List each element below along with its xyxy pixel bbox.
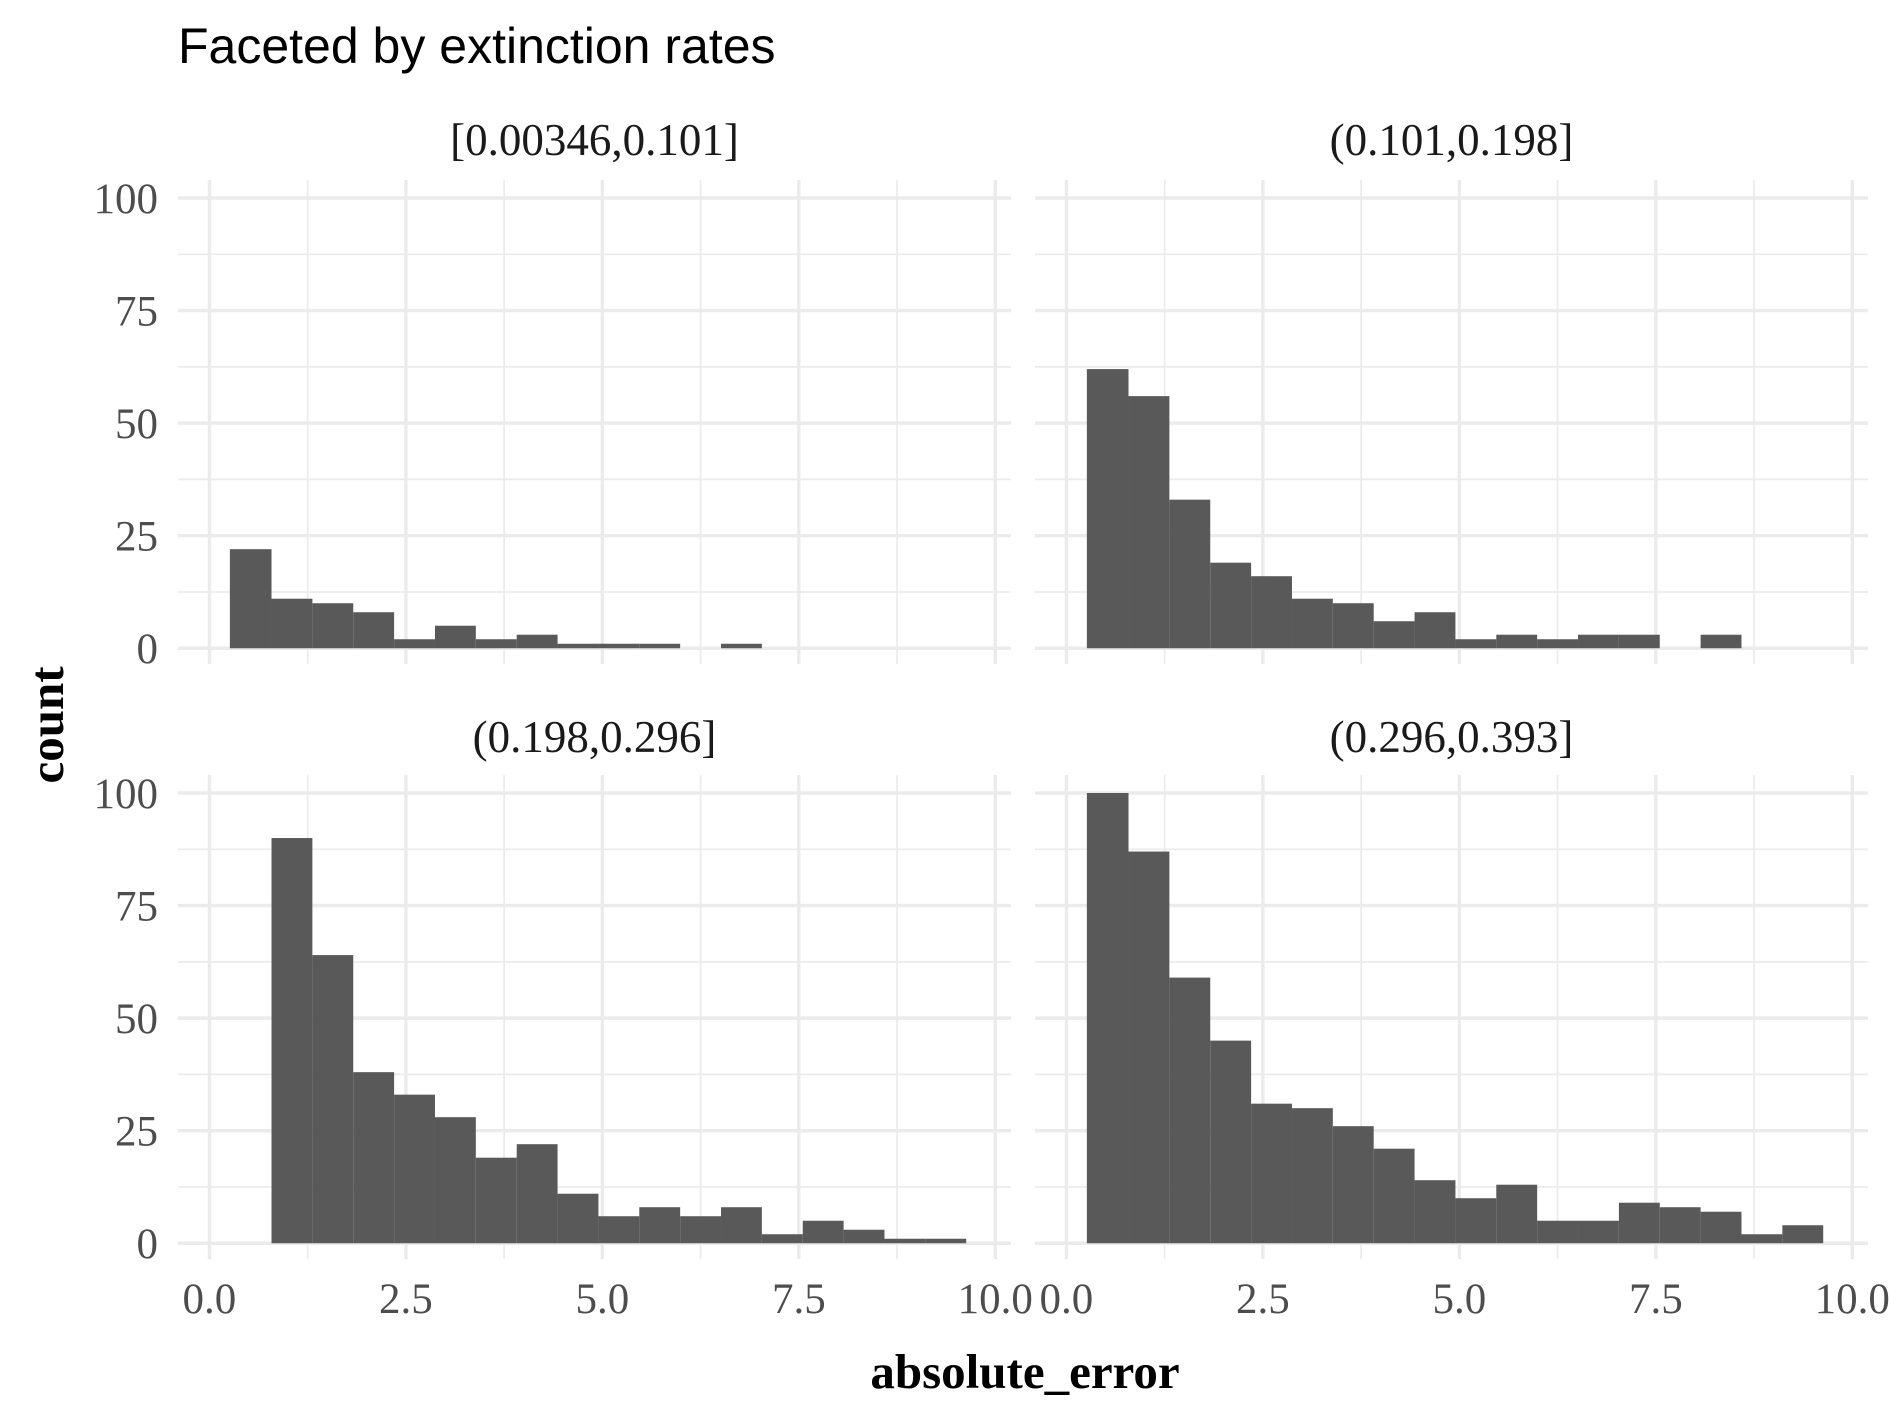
histogram-bar <box>1086 369 1129 649</box>
histogram-bar <box>1332 603 1374 649</box>
histogram-bar <box>1251 1103 1292 1244</box>
histogram-bar <box>1578 634 1619 649</box>
x-axis-title: absolute_error <box>870 1344 1179 1399</box>
histogram-bar <box>1700 634 1742 649</box>
y-axis-title: count <box>19 666 74 784</box>
histogram-bar <box>1128 396 1170 649</box>
facet-panel: [0.00346,0.101] 0 25 50 75 100 <box>94 115 1011 673</box>
y-tick-label: 75 <box>115 289 158 336</box>
histogram-bar <box>475 639 517 649</box>
histogram-bar <box>1782 1225 1824 1244</box>
histogram-bar <box>434 1117 476 1244</box>
x-tick-label: 7.5 <box>772 1276 826 1323</box>
histogram-bar <box>843 1229 885 1244</box>
histogram-bar <box>1496 1184 1538 1244</box>
histogram-bar <box>1414 1180 1456 1244</box>
histogram-bar <box>353 1072 395 1244</box>
histogram-bar <box>353 612 395 649</box>
x-tick-label: 10.0 <box>958 1276 1033 1323</box>
histogram-bar <box>639 1207 681 1244</box>
histogram-bar <box>271 838 313 1244</box>
y-tick-label: 75 <box>115 884 158 931</box>
histogram-bar <box>312 603 354 649</box>
histogram-bar <box>1618 1202 1660 1244</box>
histogram-bar <box>1251 576 1292 649</box>
facet-panels: [0.00346,0.101] 0 25 50 75 100 (0.101,0.198] (0… <box>94 115 1889 1323</box>
facet-strip-label: (0.296,0.393] <box>1330 712 1574 762</box>
histogram-bar <box>394 1094 435 1244</box>
x-tick-label: 2.5 <box>1236 1276 1290 1323</box>
histogram-bar <box>1455 1198 1497 1244</box>
histogram-bar <box>1537 639 1579 649</box>
histogram-bar <box>1414 612 1456 649</box>
histogram-bar <box>1373 621 1415 649</box>
histogram-bar <box>1210 562 1252 649</box>
histogram-bar <box>1455 639 1497 649</box>
histogram-bar <box>1291 598 1333 649</box>
facet-strip-label: (0.101,0.198] <box>1330 115 1574 165</box>
histogram-bar <box>1537 1220 1579 1244</box>
histogram-bar <box>1373 1148 1415 1244</box>
histogram-bar <box>475 1157 517 1244</box>
histogram-bar <box>1700 1211 1742 1244</box>
x-tick-label: 7.5 <box>1629 1276 1683 1323</box>
histogram-bar <box>598 643 640 649</box>
histogram-bar <box>1210 1040 1252 1244</box>
x-tick-label: 10.0 <box>1815 1276 1889 1323</box>
histogram-bar <box>312 955 354 1244</box>
y-tick-label: 25 <box>115 1109 158 1156</box>
x-tick-label: 5.0 <box>575 1276 629 1323</box>
histogram-bar <box>557 643 599 649</box>
y-tick-label: 25 <box>115 514 158 561</box>
chart-title: Faceted by extinction rates <box>178 18 776 74</box>
histogram-bar <box>516 1144 558 1244</box>
histogram-bar <box>884 1238 926 1244</box>
y-tick-label: 50 <box>115 401 158 448</box>
histogram-bar <box>1659 1207 1701 1244</box>
histogram-bar <box>434 625 476 649</box>
histogram-bar <box>516 634 558 649</box>
histogram-bar <box>1128 851 1170 1244</box>
x-tick-label: 2.5 <box>379 1276 433 1323</box>
y-tick-label: 50 <box>115 996 158 1043</box>
histogram-bar <box>721 1207 762 1244</box>
histogram-bar <box>1578 1220 1619 1244</box>
facet-panel: (0.101,0.198] <box>1035 115 1868 664</box>
histogram-bar <box>639 643 681 649</box>
x-tick-label: 5.0 <box>1432 1276 1486 1323</box>
histogram-bar <box>1291 1108 1333 1244</box>
histogram-bar <box>1086 793 1129 1244</box>
histogram-bar <box>1741 1234 1783 1244</box>
y-tick-label: 100 <box>94 771 159 818</box>
histogram-bar <box>271 598 313 649</box>
histogram-bar <box>802 1220 844 1244</box>
x-tick-label: 0.0 <box>1040 1276 1094 1323</box>
histogram-bar <box>761 1234 803 1244</box>
histogram-bar <box>557 1193 599 1244</box>
y-tick-label: 100 <box>94 176 159 223</box>
histogram-bar <box>680 1216 722 1244</box>
y-tick-label: 0 <box>137 1221 159 1268</box>
facet-strip-label: [0.00346,0.101] <box>450 115 739 165</box>
facet-strip-label: (0.198,0.296] <box>473 712 717 762</box>
histogram-bar <box>1618 634 1660 649</box>
histogram-bar <box>925 1238 967 1244</box>
histogram-bar <box>394 639 435 649</box>
facet-panel: (0.198,0.296] 0 25 50 75 100 0.0 2.5 5.0 7.5 10.0 <box>94 712 1033 1323</box>
histogram-bar <box>1496 634 1538 649</box>
histogram-bar <box>598 1216 640 1244</box>
facet-panel: (0.296,0.393] 0.0 2.5 5.0 7.5 10.0 <box>1035 712 1889 1323</box>
histogram-bar <box>721 643 762 649</box>
histogram-bar <box>1169 977 1211 1244</box>
x-tick-label: 0.0 <box>183 1276 237 1323</box>
histogram-bar <box>1332 1126 1374 1244</box>
histogram-bar <box>229 549 272 649</box>
y-tick-label: 0 <box>137 626 159 673</box>
histogram-bar <box>1169 499 1211 649</box>
